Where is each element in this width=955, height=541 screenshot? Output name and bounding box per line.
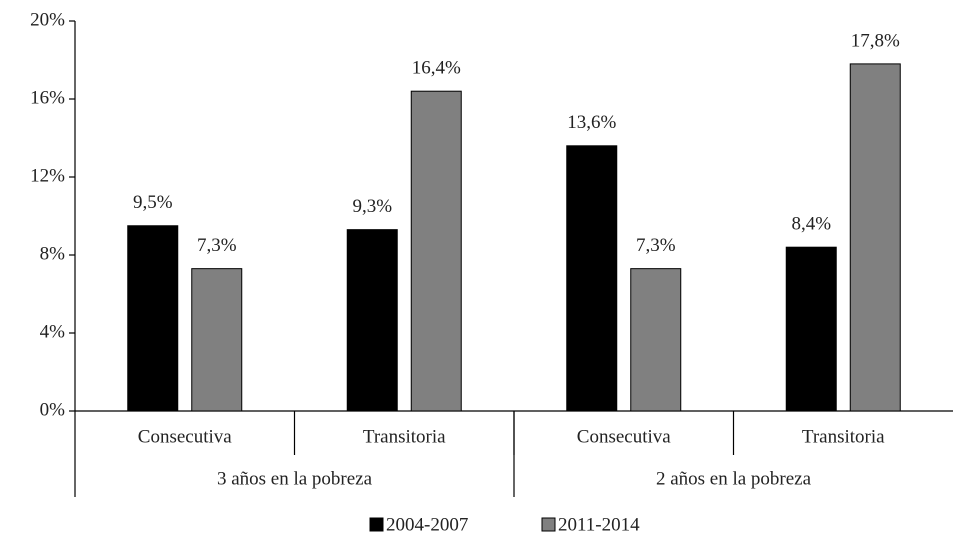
bar: [630, 268, 682, 412]
bar: [566, 145, 618, 412]
x-tick-label: Transitoria: [363, 426, 446, 447]
value-label: 16,4%: [412, 58, 461, 79]
value-label: 9,3%: [352, 196, 392, 217]
y-tick-label: 4%: [40, 321, 66, 342]
group-label: 2 años en la pobreza: [656, 468, 812, 489]
legend-label: 2004-2007: [386, 514, 468, 535]
value-label: 9,5%: [133, 192, 173, 213]
y-tick-label: 16%: [30, 87, 65, 108]
x-tick-label: Consecutiva: [138, 426, 232, 447]
value-label: 7,3%: [636, 235, 676, 256]
y-tick-label: 0%: [40, 399, 66, 420]
bar: [410, 90, 462, 412]
legend-swatch: [369, 517, 384, 532]
y-tick-label: 8%: [40, 243, 66, 264]
bar: [191, 268, 243, 412]
bar: [346, 229, 398, 412]
x-tick-label: Consecutiva: [577, 426, 671, 447]
value-label: 8,4%: [791, 214, 831, 235]
value-label: 17,8%: [851, 30, 900, 51]
value-label: 7,3%: [197, 235, 237, 256]
y-tick-label: 20%: [30, 9, 65, 30]
y-tick-label: 12%: [30, 165, 65, 186]
value-label: 13,6%: [567, 112, 616, 133]
legend-swatch: [541, 517, 556, 532]
bar: [785, 246, 837, 412]
legend-label: 2011-2014: [558, 514, 640, 535]
bar: [849, 63, 901, 412]
bar: [127, 225, 179, 412]
group-label: 3 años en la pobreza: [217, 468, 373, 489]
x-tick-label: Transitoria: [802, 426, 885, 447]
